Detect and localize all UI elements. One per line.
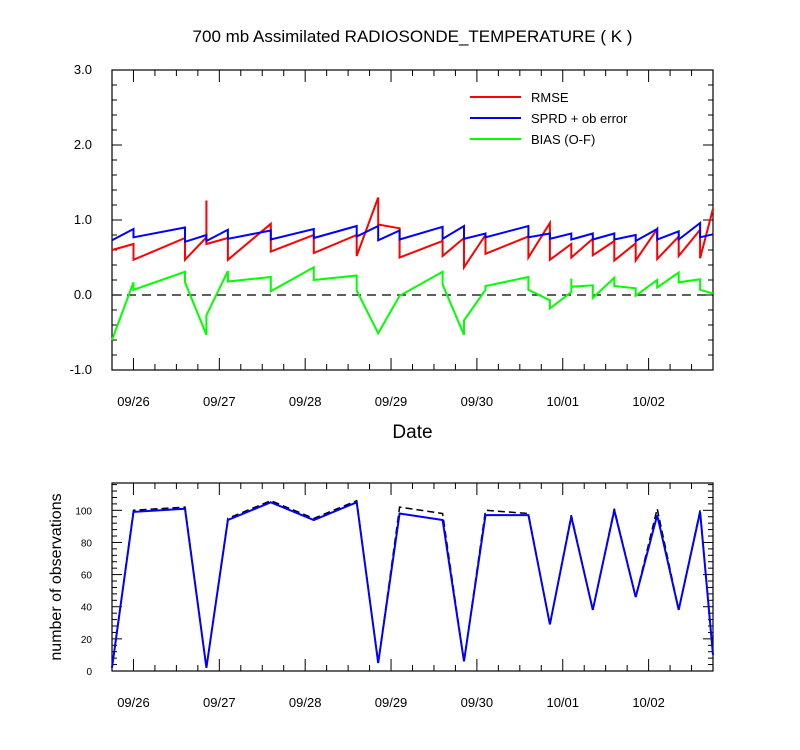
x-tick-label: 10/02: [632, 695, 665, 710]
y-tick-label: 1.0: [74, 212, 92, 227]
chart-title: 700 mb Assimilated RADIOSONDE_TEMPERATUR…: [193, 27, 633, 46]
x-tick-label: 09/28: [289, 695, 322, 710]
x-tick-label: 09/27: [203, 695, 236, 710]
y-tick-label: 0.0: [74, 287, 92, 302]
y-tick-label: 100: [75, 506, 92, 517]
x-tick-label: 09/30: [461, 394, 494, 409]
y-tick-label: 80: [81, 538, 93, 549]
y-tick-label: 3.0: [74, 62, 92, 77]
series-line-used: [111, 500, 714, 668]
y-tick-label: -1.0: [70, 362, 92, 377]
legend-label: BIAS (O-F): [531, 132, 595, 147]
y-tick-label: 2.0: [74, 137, 92, 152]
series-line-sprd-ob-error: [111, 220, 714, 244]
x-tick-label: 09/29: [375, 695, 408, 710]
x-tick-label: 10/01: [546, 394, 579, 409]
x-tick-label: 09/26: [117, 394, 150, 409]
x-tick-label: 10/02: [632, 394, 665, 409]
bottom-panel: 0 20 40 60 80 100 09/26 09/27 09/28 09/29 09/30 10/…: [48, 482, 714, 710]
top-panel: 700 mb Assimilated RADIOSONDE_TEMPERATUR…: [70, 27, 714, 443]
x-axis-label: Date: [392, 422, 432, 443]
y-tick-label: 60: [81, 571, 93, 582]
x-tick-label: 09/28: [289, 394, 322, 409]
x-tick-label: 09/29: [375, 394, 408, 409]
y-axis-label: number of observations: [48, 493, 65, 660]
x-tick-label: 10/01: [546, 695, 579, 710]
y-tick-label: 0: [86, 667, 92, 678]
series-line-rmse: [111, 197, 714, 271]
x-tick-label: 09/30: [461, 695, 494, 710]
y-tick-label: 40: [81, 603, 93, 614]
legend-label: RMSE: [531, 90, 569, 105]
x-tick-label: 09/27: [203, 394, 236, 409]
series-line-bias-o-f: [111, 265, 714, 341]
legend-label: SPRD + ob error: [531, 111, 628, 126]
x-tick-label: 09/26: [117, 695, 150, 710]
y-tick-label: 20: [81, 635, 93, 646]
